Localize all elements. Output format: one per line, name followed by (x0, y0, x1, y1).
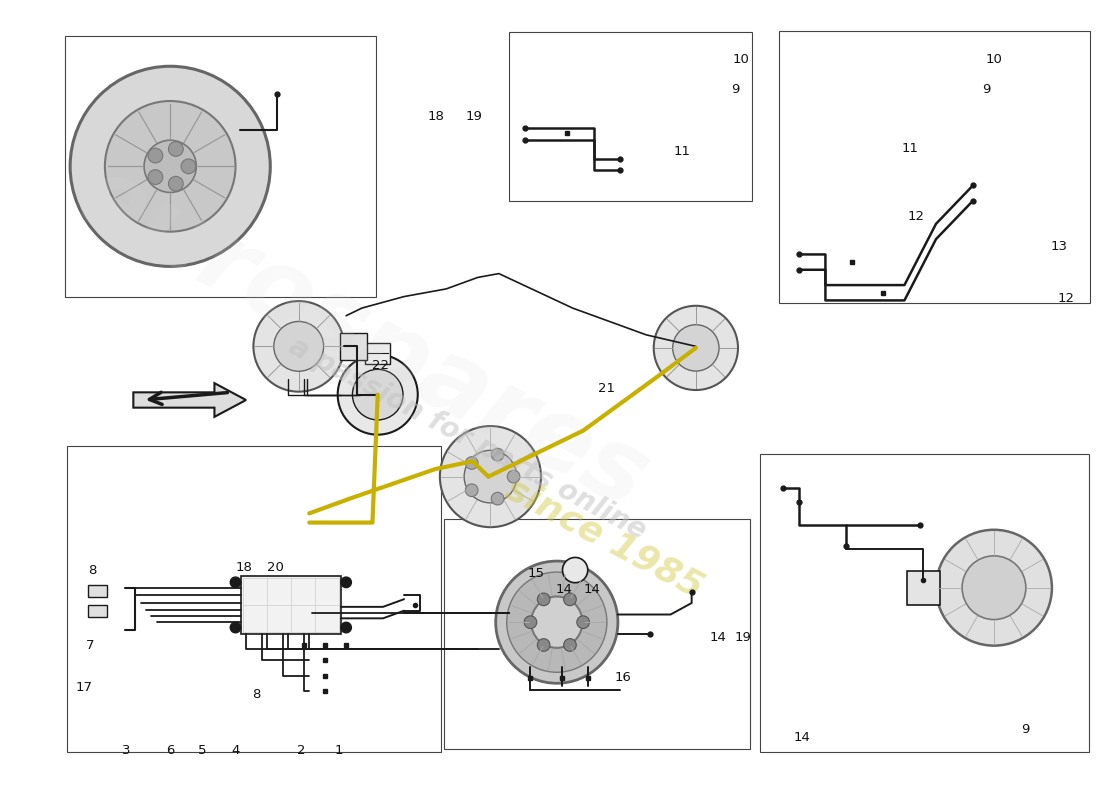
Text: 14: 14 (556, 583, 573, 597)
Text: 6: 6 (166, 744, 175, 757)
Circle shape (936, 530, 1052, 646)
Bar (509, 32, 751, 201)
Circle shape (507, 470, 520, 483)
Text: 2: 2 (297, 744, 305, 757)
Circle shape (563, 593, 576, 606)
Text: 12: 12 (908, 210, 924, 222)
Circle shape (673, 325, 719, 371)
Text: 19: 19 (465, 110, 482, 123)
Circle shape (144, 140, 196, 193)
Circle shape (524, 616, 537, 629)
Text: 8: 8 (88, 563, 97, 577)
Text: 7: 7 (86, 638, 95, 652)
Bar (67, 446, 441, 753)
Circle shape (70, 66, 271, 266)
Text: 12: 12 (1057, 292, 1074, 306)
Circle shape (341, 577, 351, 588)
Text: 11: 11 (673, 145, 691, 158)
Text: 10: 10 (986, 53, 1002, 66)
Bar (65, 36, 375, 297)
Circle shape (168, 142, 184, 156)
Circle shape (653, 306, 738, 390)
Bar (760, 454, 1089, 753)
Circle shape (465, 457, 478, 470)
Text: 9: 9 (1022, 723, 1030, 736)
Circle shape (230, 622, 241, 633)
Circle shape (496, 561, 618, 683)
Circle shape (537, 593, 550, 606)
Text: 21: 21 (597, 382, 615, 395)
Circle shape (492, 448, 504, 461)
Text: 11: 11 (901, 142, 918, 155)
Circle shape (230, 577, 241, 588)
Bar (906, 571, 940, 605)
Text: 1: 1 (334, 744, 343, 757)
Text: 14: 14 (794, 730, 811, 743)
Bar (779, 30, 1090, 302)
Text: 14: 14 (583, 583, 600, 597)
Circle shape (465, 484, 478, 497)
Polygon shape (133, 383, 246, 417)
Circle shape (338, 354, 418, 434)
Text: 19: 19 (735, 631, 751, 644)
Text: 3: 3 (122, 744, 130, 757)
Circle shape (576, 616, 590, 629)
Circle shape (507, 572, 607, 672)
Circle shape (274, 322, 323, 371)
Circle shape (148, 170, 163, 185)
Circle shape (464, 450, 517, 503)
Circle shape (531, 597, 583, 648)
Circle shape (492, 492, 504, 505)
Circle shape (537, 638, 550, 651)
Circle shape (104, 101, 235, 232)
Bar (88, 606, 107, 617)
Circle shape (440, 426, 541, 527)
Text: 10: 10 (733, 53, 749, 66)
Circle shape (563, 638, 576, 651)
Text: since 1985: since 1985 (499, 471, 708, 604)
Text: a passion for parts online: a passion for parts online (284, 332, 651, 545)
Bar (241, 576, 341, 634)
Circle shape (168, 176, 184, 191)
Circle shape (352, 370, 403, 420)
Text: 5: 5 (198, 744, 206, 757)
Text: 13: 13 (1050, 240, 1068, 254)
Text: 8: 8 (252, 689, 261, 702)
Text: eurospares: eurospares (59, 147, 664, 530)
Circle shape (148, 148, 163, 163)
Text: 16: 16 (615, 671, 631, 684)
Bar (444, 518, 749, 749)
Text: 18: 18 (427, 110, 444, 123)
Text: 14: 14 (710, 631, 726, 644)
Circle shape (341, 622, 351, 633)
Bar (88, 586, 107, 597)
Text: 4: 4 (231, 744, 240, 757)
Circle shape (562, 558, 587, 582)
Text: 18: 18 (235, 561, 252, 574)
Circle shape (962, 556, 1026, 619)
Circle shape (182, 159, 196, 174)
Circle shape (253, 301, 344, 392)
Bar (340, 333, 367, 360)
Text: 17: 17 (75, 681, 92, 694)
Bar (365, 342, 390, 364)
Text: 22: 22 (373, 359, 389, 372)
Text: 9: 9 (982, 83, 991, 96)
Text: 9: 9 (730, 83, 739, 96)
Text: 20: 20 (267, 561, 284, 574)
Text: 15: 15 (527, 566, 544, 580)
